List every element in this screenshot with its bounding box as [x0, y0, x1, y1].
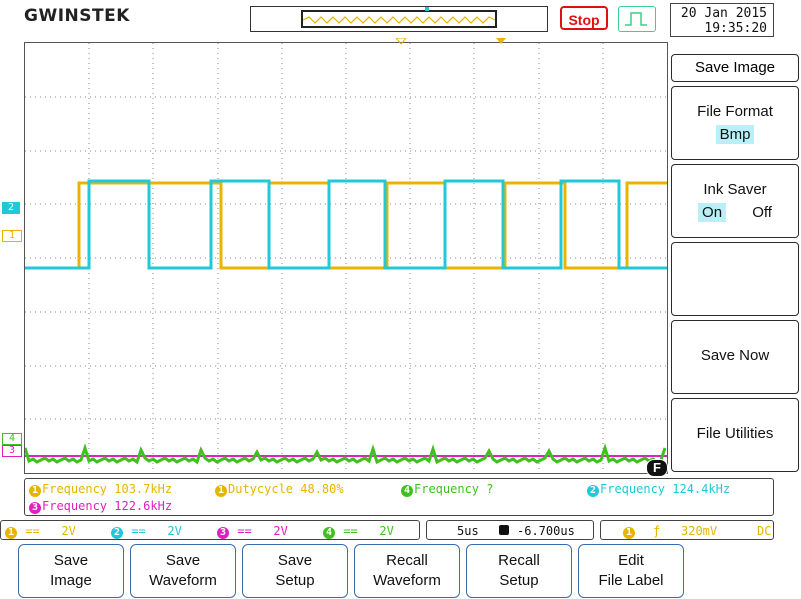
ch4-status[interactable]: 4 == 2V: [323, 521, 394, 541]
save-setup-softkey[interactable]: Save Setup: [242, 544, 348, 598]
recall-setup-softkey[interactable]: Recall Setup: [466, 544, 572, 598]
ink-saver-button[interactable]: Ink Saver On Off: [671, 164, 799, 238]
file-format-value: Bmp: [715, 125, 755, 144]
file-format-button[interactable]: File Format Bmp: [671, 86, 799, 160]
ch2-badge-icon: 2: [587, 485, 599, 497]
memory-waveform-icon: [302, 16, 496, 24]
ch3-badge-icon: 3: [29, 502, 41, 514]
waveform-canvas: [23, 43, 667, 473]
edit-file-label-softkey[interactable]: Edit File Label: [578, 544, 684, 598]
trigger-source-badge: 1: [623, 527, 635, 539]
side-menu-title: Save Image: [671, 54, 799, 82]
trigger-edge-icon: [618, 6, 656, 32]
ch2-status[interactable]: 2 == 2V: [111, 521, 182, 541]
ch2-waveform: [25, 179, 667, 270]
save-image-softkey[interactable]: Save Image: [18, 544, 124, 598]
memory-bar: [250, 6, 548, 32]
ch4-marker: 4: [2, 433, 22, 445]
recall-waveform-softkey[interactable]: Recall Waveform: [354, 544, 460, 598]
ch2-marker: 2: [2, 202, 20, 214]
save-waveform-softkey[interactable]: Save Waveform: [130, 544, 236, 598]
trigger-coupling-value: DC: [757, 524, 772, 538]
ch3-frequency-measurement: 3 Frequency 122.6kHz: [29, 499, 172, 514]
trigger-status[interactable]: 1 ƒ 320mV DC: [600, 520, 774, 540]
horizontal-position-icon: [499, 525, 509, 535]
ch4-badge-icon: 4: [401, 485, 413, 497]
side-menu-empty-slot: [671, 242, 799, 316]
ch1-badge-icon: 1: [215, 485, 227, 497]
channel-status-bar: 1 == 2V 2 == 2V 3 == 2V 4 == 2V: [0, 520, 420, 540]
ink-saver-off-option[interactable]: Off: [752, 204, 772, 221]
ch1-frequency-measurement: 1 Frequency 103.7kHz: [29, 482, 172, 497]
brand-logo: GWINSTEK: [24, 6, 130, 26]
memory-view-window: [301, 10, 497, 28]
ink-saver-label: Ink Saver: [703, 181, 767, 198]
date-text: 20 Jan 2015: [680, 6, 767, 21]
trigger-slope-icon: ƒ: [653, 524, 661, 538]
timebase-value: 5us: [457, 524, 479, 538]
waveform-display: [23, 42, 668, 474]
file-utilities-button[interactable]: File Utilities: [671, 398, 799, 472]
f-function-button[interactable]: F: [646, 459, 668, 477]
horizontal-position-marker-icon: [395, 38, 407, 45]
ch1-marker: 1: [2, 230, 22, 242]
ch2-frequency-measurement: 2 Frequency 124.4kHz: [587, 482, 730, 497]
ch3-status[interactable]: 3 == 2V: [217, 521, 288, 541]
memory-position-marker: [425, 7, 429, 11]
ch1-badge-icon: 1: [29, 485, 41, 497]
ch3-marker: 3: [2, 445, 22, 457]
ink-saver-on-option[interactable]: On: [698, 203, 727, 222]
ch4-frequency-measurement: 4 Frequency ?: [401, 482, 493, 497]
ch1-status[interactable]: 1 == 2V: [5, 521, 76, 541]
date-time-display: 20 Jan 2015 19:35:20: [670, 3, 774, 37]
horizontal-position-value: -6.700us: [517, 524, 575, 538]
ch4-waveform: [23, 443, 667, 465]
save-now-button[interactable]: Save Now: [671, 320, 799, 394]
ch1-dutycycle-measurement: 1 Dutycycle 48.80%: [215, 482, 344, 497]
time-text: 19:35:20: [704, 21, 767, 36]
timebase-status[interactable]: 5us -6.700us: [426, 520, 594, 540]
file-format-label: File Format: [697, 103, 773, 120]
file-utilities-label: File Utilities: [696, 425, 774, 442]
save-now-label: Save Now: [700, 347, 770, 364]
ch1-waveform: [25, 181, 667, 270]
trigger-level-value: 320mV: [681, 524, 718, 538]
run-stop-indicator[interactable]: Stop: [560, 6, 608, 30]
trigger-position-marker-icon: [496, 38, 506, 44]
